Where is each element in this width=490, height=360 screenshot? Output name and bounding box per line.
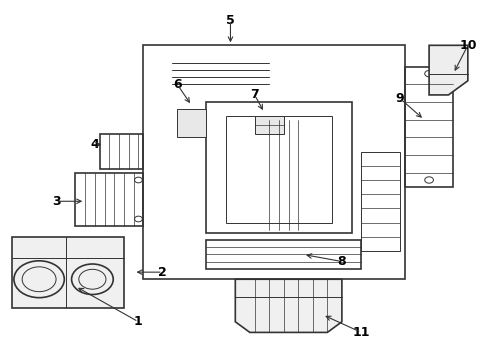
Text: 5: 5: [226, 14, 235, 27]
Text: 11: 11: [352, 326, 370, 339]
Polygon shape: [12, 237, 124, 307]
Text: 1: 1: [134, 315, 143, 328]
Polygon shape: [255, 116, 284, 134]
Text: 3: 3: [52, 195, 60, 208]
Text: 6: 6: [173, 78, 181, 91]
Text: 7: 7: [250, 89, 259, 102]
Polygon shape: [177, 109, 206, 138]
Text: 10: 10: [459, 39, 477, 52]
Polygon shape: [429, 45, 468, 95]
Text: 2: 2: [158, 266, 167, 279]
Text: 8: 8: [338, 255, 346, 268]
Text: 4: 4: [91, 138, 99, 151]
Text: 9: 9: [396, 92, 404, 105]
Polygon shape: [235, 279, 342, 332]
